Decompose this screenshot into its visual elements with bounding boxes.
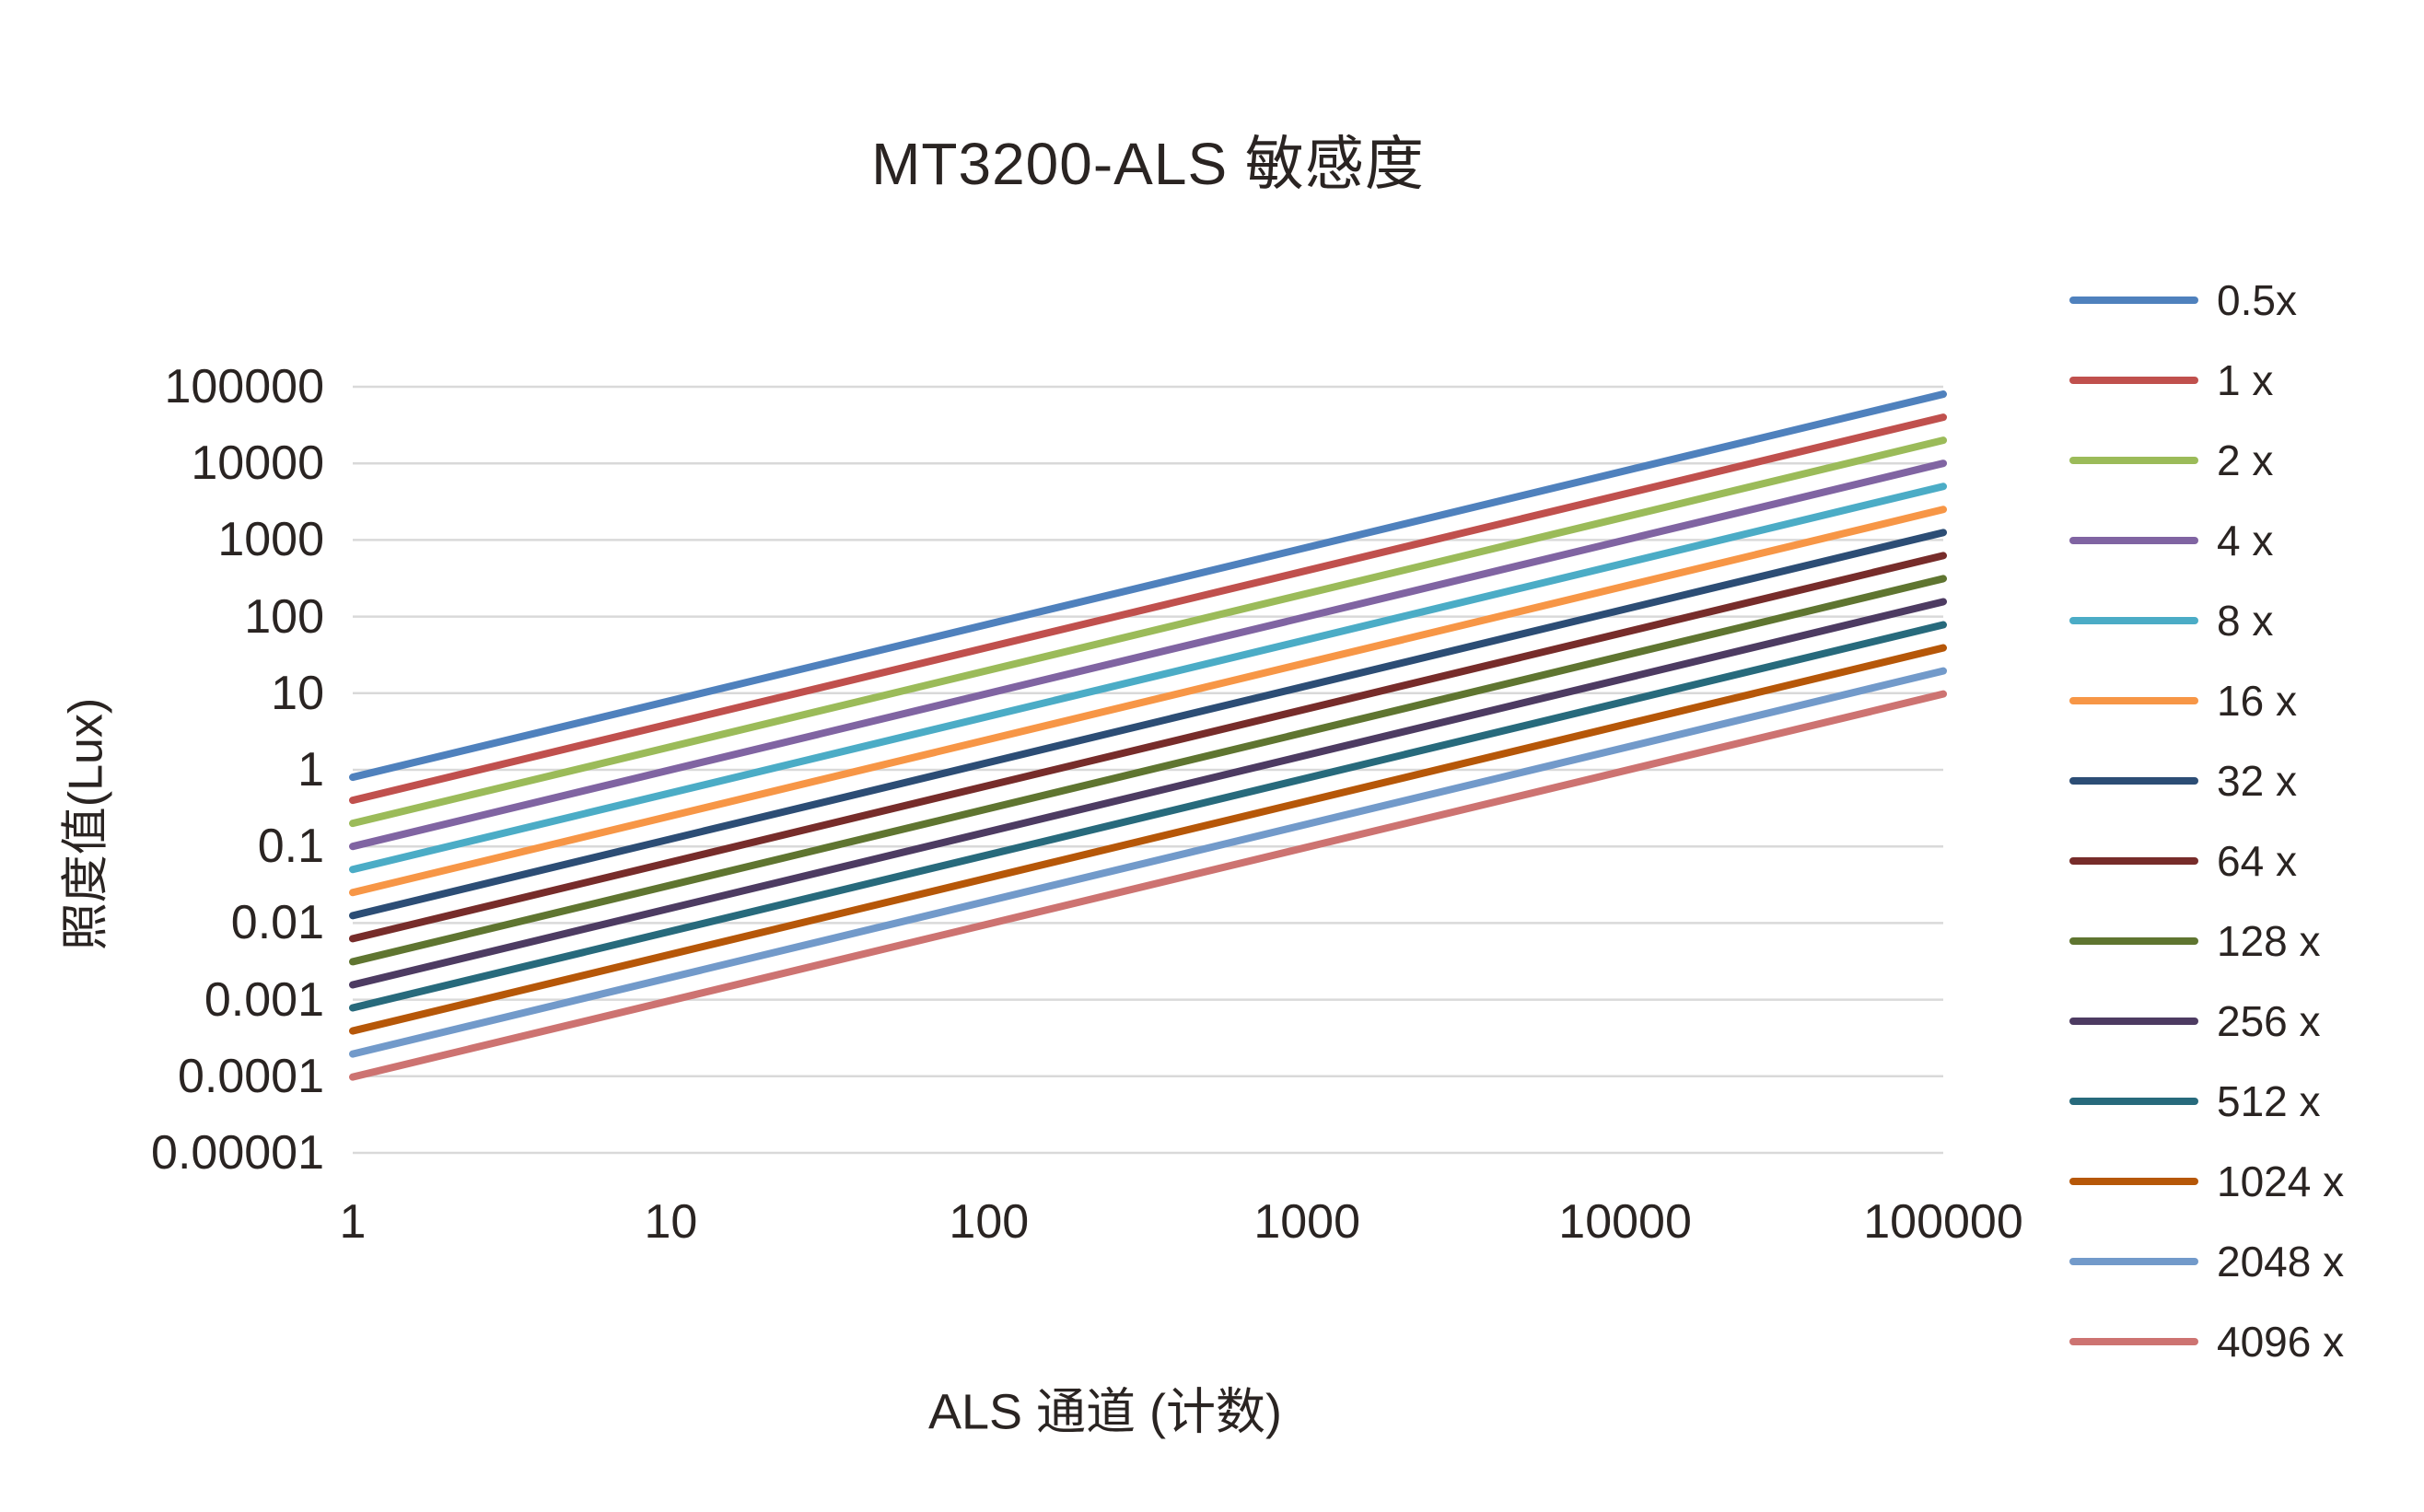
legend-label: 8 x bbox=[2217, 597, 2274, 645]
series-line-128x bbox=[349, 575, 1947, 966]
legend-label: 16 x bbox=[2217, 677, 2297, 725]
y-tick-label: 0.01 bbox=[230, 896, 324, 950]
legend-swatch bbox=[2069, 377, 2198, 384]
y-tick-label: 100 bbox=[244, 589, 324, 644]
y-tick-label: 0.1 bbox=[257, 820, 324, 874]
series-line-32x bbox=[349, 529, 1947, 920]
legend-label: 2048 x bbox=[2217, 1238, 2345, 1285]
series-line-64x bbox=[349, 552, 1947, 943]
legend-swatch bbox=[2069, 1018, 2198, 1025]
legend-label: 4 x bbox=[2217, 517, 2274, 564]
x-tick-label: 100000 bbox=[1863, 1195, 2023, 1249]
legend-item: 256 x bbox=[2069, 981, 2321, 1062]
y-tick-label: 10 bbox=[271, 666, 324, 720]
x-tick-label: 100 bbox=[949, 1195, 1030, 1249]
legend-item: 32 x bbox=[2069, 740, 2297, 821]
legend-label: 128 x bbox=[2217, 917, 2321, 965]
legend-swatch bbox=[2069, 1098, 2198, 1105]
legend-item: 16 x bbox=[2069, 660, 2297, 741]
x-tick-label: 1000 bbox=[1253, 1195, 1361, 1249]
series-line-4x bbox=[349, 459, 1947, 851]
series-line-1024x bbox=[349, 644, 1947, 1035]
legend-item: 512 x bbox=[2069, 1061, 2321, 1142]
legend-swatch bbox=[2069, 1258, 2198, 1265]
legend-item: 2 x bbox=[2069, 420, 2273, 501]
legend-swatch bbox=[2069, 697, 2198, 704]
series-line-2048x bbox=[349, 667, 1947, 1058]
legend-item: 4096 x bbox=[2069, 1301, 2344, 1382]
legend-swatch bbox=[2069, 937, 2198, 945]
y-tick-label: 100000 bbox=[164, 360, 324, 413]
legend-label: 1024 x bbox=[2217, 1157, 2345, 1205]
legend-swatch bbox=[2069, 617, 2198, 624]
legend-swatch bbox=[2069, 1178, 2198, 1185]
series-line-8x bbox=[349, 483, 1947, 874]
legend-label: 4096 x bbox=[2217, 1318, 2345, 1366]
x-axis-title: ALS 通道 (计数) bbox=[927, 1384, 1283, 1440]
series-line-512x bbox=[349, 621, 1947, 1012]
legend-label: 32 x bbox=[2217, 757, 2297, 805]
legend-label: 256 x bbox=[2217, 997, 2321, 1045]
series-line-16x bbox=[349, 506, 1947, 897]
legend-label: 512 x bbox=[2217, 1077, 2321, 1125]
y-tick-label: 0.001 bbox=[204, 972, 324, 1027]
series-line-0.5x bbox=[349, 390, 1947, 782]
y-tick-label: 1 bbox=[297, 743, 324, 797]
y-tick-label: 10000 bbox=[191, 436, 324, 491]
x-tick-label: 10 bbox=[644, 1195, 698, 1249]
series-line-2x bbox=[349, 436, 1947, 828]
legend-swatch bbox=[2069, 457, 2198, 464]
x-tick-label: 10000 bbox=[1558, 1195, 1692, 1249]
legend-item: 2048 x bbox=[2069, 1221, 2344, 1302]
legend-item: 8 x bbox=[2069, 580, 2273, 661]
legend-swatch bbox=[2069, 1338, 2198, 1345]
legend-label: 0.5x bbox=[2217, 276, 2297, 324]
legend-swatch bbox=[2069, 537, 2198, 544]
legend-item: 128 x bbox=[2069, 901, 2321, 982]
series-line-1x bbox=[349, 413, 1947, 805]
y-tick-label: 1000 bbox=[217, 513, 324, 567]
y-axis-title: 照度值(Lux) bbox=[59, 697, 113, 951]
series-line-4096x bbox=[349, 690, 1947, 1081]
legend-swatch bbox=[2069, 777, 2198, 785]
legend-swatch bbox=[2069, 857, 2198, 865]
legend-swatch bbox=[2069, 297, 2198, 304]
chart-title: MT3200-ALS 敏感度 bbox=[871, 131, 1425, 197]
legend-item: 1024 x bbox=[2069, 1141, 2344, 1222]
y-tick-label: 0.00001 bbox=[151, 1126, 324, 1180]
legend-label: 2 x bbox=[2217, 436, 2274, 484]
y-tick-label: 0.0001 bbox=[177, 1049, 324, 1103]
x-tick-label: 1 bbox=[339, 1195, 367, 1249]
legend-label: 64 x bbox=[2217, 837, 2297, 885]
legend-label: 1 x bbox=[2217, 356, 2274, 404]
legend-item: 4 x bbox=[2069, 500, 2273, 581]
series-line-256x bbox=[349, 598, 1947, 989]
legend-item: 64 x bbox=[2069, 820, 2297, 901]
legend-item: 0.5x bbox=[2069, 260, 2297, 341]
legend-item: 1 x bbox=[2069, 340, 2273, 421]
